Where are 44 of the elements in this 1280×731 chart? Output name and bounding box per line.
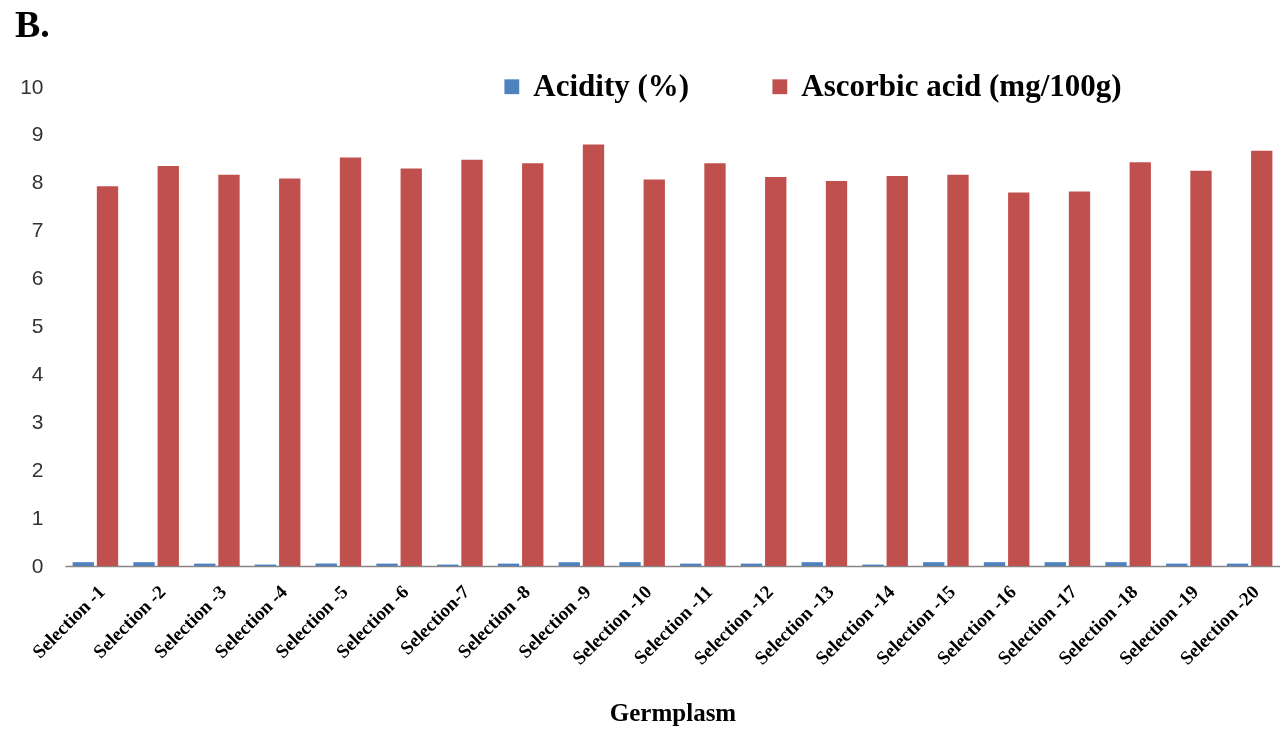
legend-label: Ascorbic acid (mg/100g) [801, 67, 1122, 103]
bar [558, 562, 580, 566]
y-tick-label: 10 [20, 74, 44, 98]
bar [1105, 562, 1127, 566]
bar [983, 562, 1006, 566]
bar [825, 180, 848, 566]
bar [133, 562, 155, 566]
bar [1044, 562, 1066, 566]
y-tick-label: 6 [31, 266, 44, 290]
chart-title: B. [15, 3, 50, 45]
bar [801, 562, 823, 566]
bar [1129, 162, 1151, 566]
bar [461, 159, 483, 566]
y-tick-label: 0 [31, 553, 44, 577]
legend-label: Acidity (%) [533, 67, 690, 103]
y-tick-label: 5 [31, 314, 44, 337]
bar [923, 562, 945, 566]
x-axis-title: Germplasm [609, 698, 737, 726]
bar [886, 176, 908, 566]
bar [522, 163, 544, 566]
bar [1068, 191, 1091, 566]
bar [1251, 150, 1273, 566]
bar [96, 186, 119, 566]
y-tick-label: 8 [31, 170, 44, 194]
bar [218, 174, 240, 566]
bar [704, 163, 726, 566]
y-tick-label: 3 [31, 409, 44, 433]
bar [157, 166, 179, 566]
bar [400, 168, 422, 566]
bar [619, 562, 641, 566]
y-tick-label: 4 [31, 361, 44, 385]
bar [279, 178, 301, 566]
y-tick-label: 7 [31, 218, 44, 242]
y-tick-label: 2 [31, 457, 44, 481]
y-tick-label: 9 [31, 122, 44, 146]
bar [1190, 170, 1212, 566]
bar [72, 562, 94, 566]
bar [582, 144, 605, 566]
bar [643, 179, 665, 566]
bar [339, 157, 362, 566]
bar [947, 174, 969, 566]
bar [765, 177, 787, 566]
y-tick-label: 1 [31, 505, 44, 529]
bar [1008, 192, 1030, 566]
